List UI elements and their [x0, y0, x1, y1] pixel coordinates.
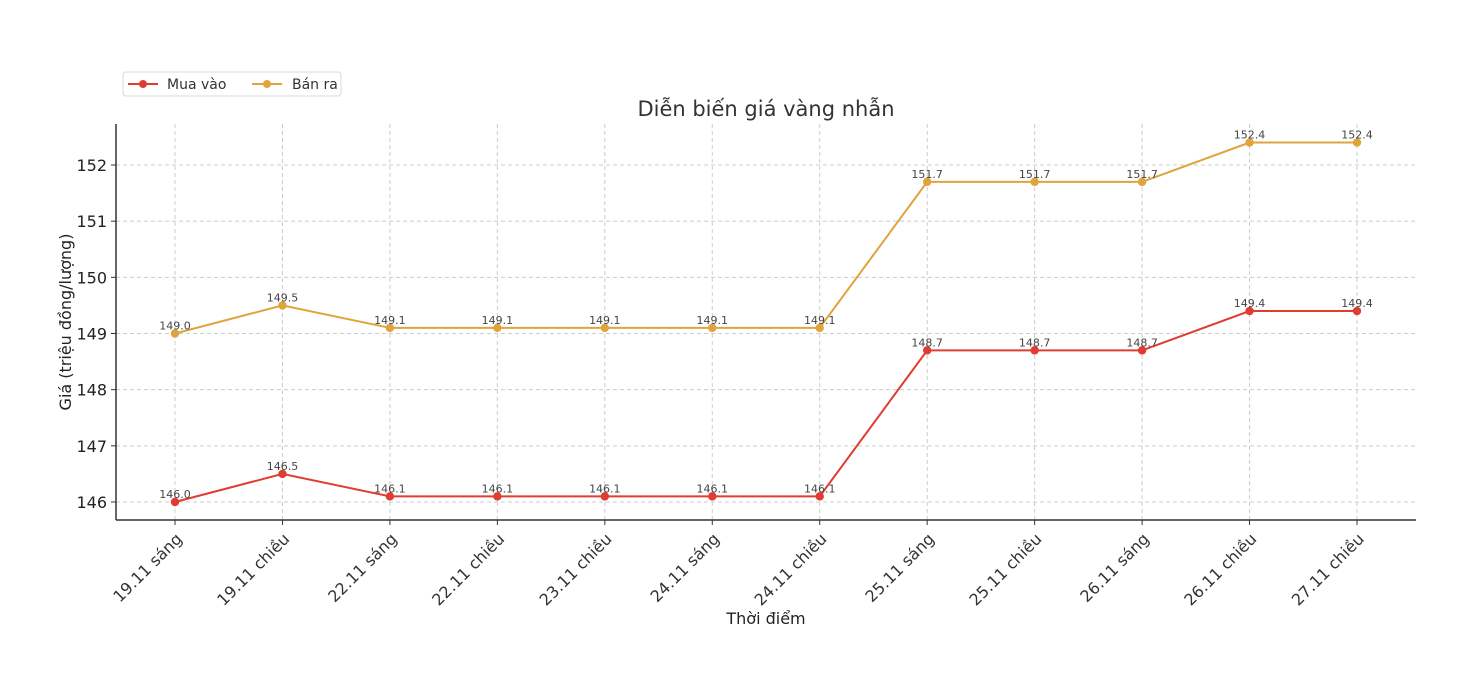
data-label-ban-ra: 149.1 — [374, 314, 406, 327]
chart-title: Diễn biến giá vàng nhẫn — [637, 96, 894, 121]
x-tick-label: 24.11 sáng — [647, 529, 724, 606]
x-tick-label: 25.11 sáng — [861, 529, 938, 606]
data-point-ban-ra — [600, 323, 610, 333]
data-point-mua-vao — [922, 346, 932, 355]
data-label-mua-vao: 149.4 — [1341, 297, 1373, 310]
x-tick-label: 26.11 chiều — [1180, 529, 1260, 609]
data-label-ban-ra: 151.7 — [1019, 168, 1051, 181]
data-point-ban-ra — [708, 323, 717, 333]
data-label-ban-ra: 151.7 — [1126, 168, 1158, 181]
data-label-ban-ra: 149.0 — [159, 320, 191, 333]
data-label-ban-ra: 149.1 — [482, 314, 514, 327]
grid-lines — [116, 124, 1416, 520]
x-tick-label: 23.11 chiều — [536, 529, 616, 609]
y-tick-label: 146 — [76, 493, 107, 512]
x-tick-label: 19.11 sáng — [109, 529, 186, 606]
x-tick-label: 19.11 chiều — [213, 529, 293, 609]
data-point-ban-ra — [1352, 138, 1362, 147]
data-point-ban-ra — [1245, 138, 1254, 147]
data-label-ban-ra: 152.4 — [1341, 129, 1373, 142]
data-point-ban-ra — [1030, 177, 1039, 187]
data-point-mua-vao — [1030, 346, 1039, 355]
data-label-mua-vao: 149.4 — [1234, 297, 1266, 310]
legend-marker-mua-vao — [139, 80, 147, 88]
data-label-mua-vao: 146.1 — [697, 482, 729, 495]
data-label-mua-vao: 146.5 — [267, 460, 299, 473]
x-tick-label: 22.11 sáng — [324, 529, 401, 606]
y-tick-label: 150 — [76, 268, 107, 287]
y-tick-label: 148 — [76, 381, 107, 400]
x-tick-label: 24.11 chiều — [750, 529, 830, 609]
x-tick-label: 26.11 sáng — [1076, 529, 1153, 606]
data-point-mua-vao — [1352, 306, 1362, 316]
legend-box — [122, 71, 342, 97]
data-label-ban-ra: 149.1 — [697, 314, 729, 327]
y-tick-label: 147 — [76, 437, 107, 456]
data-point-ban-ra — [385, 323, 395, 333]
data-label-ban-ra: 151.7 — [911, 168, 943, 181]
y-tick-label: 151 — [76, 212, 107, 231]
data-label-mua-vao: 146.1 — [374, 482, 406, 495]
data-point-mua-vao — [815, 492, 824, 501]
data-point-mua-vao — [1137, 346, 1147, 355]
series-line-ban-ra — [174, 141, 1357, 335]
data-point-mua-vao — [278, 469, 287, 479]
x-tick-label: 25.11 chiều — [965, 529, 1045, 609]
data-point-mua-vao — [708, 492, 717, 501]
legend: Mua vào Bán ra — [122, 71, 342, 97]
data-point-mua-vao — [600, 492, 610, 501]
data-label-mua-vao: 146.1 — [804, 482, 836, 495]
data-label-mua-vao: 146.1 — [482, 482, 514, 495]
y-tick-label: 152 — [76, 156, 107, 175]
data-point-mua-vao — [1245, 306, 1254, 316]
data-label-ban-ra: 149.1 — [589, 314, 621, 327]
legend-marker-ban-ra — [263, 80, 271, 88]
x-axis-label: Thời điểm — [725, 609, 805, 628]
data-label-mua-vao: 148.7 — [911, 336, 943, 349]
data-point-ban-ra — [170, 329, 180, 338]
data-point-mua-vao — [170, 497, 180, 507]
data-label-ban-ra: 149.1 — [804, 314, 836, 327]
data-labels: 146.0 146.5 146.1 146.1 146.1 146.1 146.1 148.7… — [159, 129, 1373, 501]
x-tick-label: 22.11 chiều — [428, 529, 508, 609]
data-point-ban-ra — [815, 323, 824, 333]
y-axis-label: Giá (triệu đồng/lượng) — [56, 234, 75, 411]
data-label-ban-ra: 152.4 — [1234, 129, 1266, 142]
y-tick-label: 149 — [76, 325, 107, 344]
x-tick-label: 27.11 chiều — [1288, 529, 1368, 609]
data-point-ban-ra — [922, 177, 932, 187]
legend-label-ban-ra: Bán ra — [292, 77, 338, 93]
data-point-mua-vao — [385, 492, 395, 501]
data-point-ban-ra — [493, 323, 502, 333]
data-label-ban-ra: 149.5 — [267, 291, 299, 304]
series-line-mua-vao — [174, 310, 1357, 503]
data-label-mua-vao: 146.0 — [159, 488, 191, 501]
data-label-mua-vao: 146.1 — [589, 482, 621, 495]
data-point-mua-vao — [493, 492, 502, 501]
data-label-mua-vao: 148.7 — [1126, 336, 1158, 349]
legend-label-mua-vao: Mua vào — [167, 77, 226, 93]
axes: 146 147 148 149 150 151 152 19.11 sáng 19.11 chi… — [76, 124, 1416, 609]
series-lines — [170, 138, 1362, 507]
data-point-ban-ra — [278, 301, 287, 310]
data-label-mua-vao: 148.7 — [1019, 336, 1051, 349]
data-point-ban-ra — [1137, 177, 1147, 187]
